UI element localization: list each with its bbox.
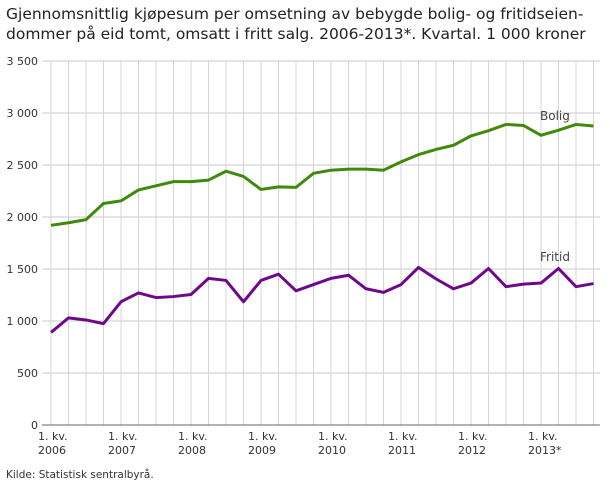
x-tick-label: 1. kv.: [388, 430, 418, 443]
y-tick-label: 1 000: [7, 315, 39, 328]
source-note: Kilde: Statistisk sentralbyrå.: [6, 469, 154, 481]
x-tick-label: 1. kv.: [108, 430, 138, 443]
y-tick-label: 1 500: [7, 263, 39, 276]
x-tick-label: 2009: [248, 444, 276, 457]
x-tick-label: 1. kv.: [458, 430, 488, 443]
y-tick-label: 500: [17, 367, 38, 380]
x-tick-label: 2007: [108, 444, 136, 457]
series-line-fritid: [50, 265, 594, 334]
y-tick-label: 3 000: [7, 107, 39, 120]
x-tick-label: 1. kv.: [178, 430, 208, 443]
x-tick-label: 2006: [38, 444, 66, 457]
series-label-fritid: Fritid: [540, 250, 570, 264]
x-tick-label: 2008: [178, 444, 206, 457]
x-tick-label: 2013*: [528, 444, 562, 457]
series-line-bolig: [50, 122, 594, 227]
x-tick-label: 1. kv.: [318, 430, 348, 443]
y-tick-label: 2 000: [7, 211, 39, 224]
y-tick-label: 0: [31, 419, 38, 432]
x-tick-label: 2011: [388, 444, 416, 457]
series-label-bolig: Bolig: [540, 109, 570, 123]
x-tick-label: 1. kv.: [248, 430, 278, 443]
x-tick-label: 1. kv.: [528, 430, 558, 443]
x-tick-label: 2012: [458, 444, 486, 457]
chart-title: Gjennomsnittlig kjøpesum per omsetning a…: [6, 5, 586, 43]
y-tick-label: 2 500: [7, 159, 39, 172]
x-tick-label: 2010: [318, 444, 346, 457]
y-tick-label: 3 500: [7, 55, 39, 68]
x-tick-label: 1. kv.: [38, 430, 68, 443]
